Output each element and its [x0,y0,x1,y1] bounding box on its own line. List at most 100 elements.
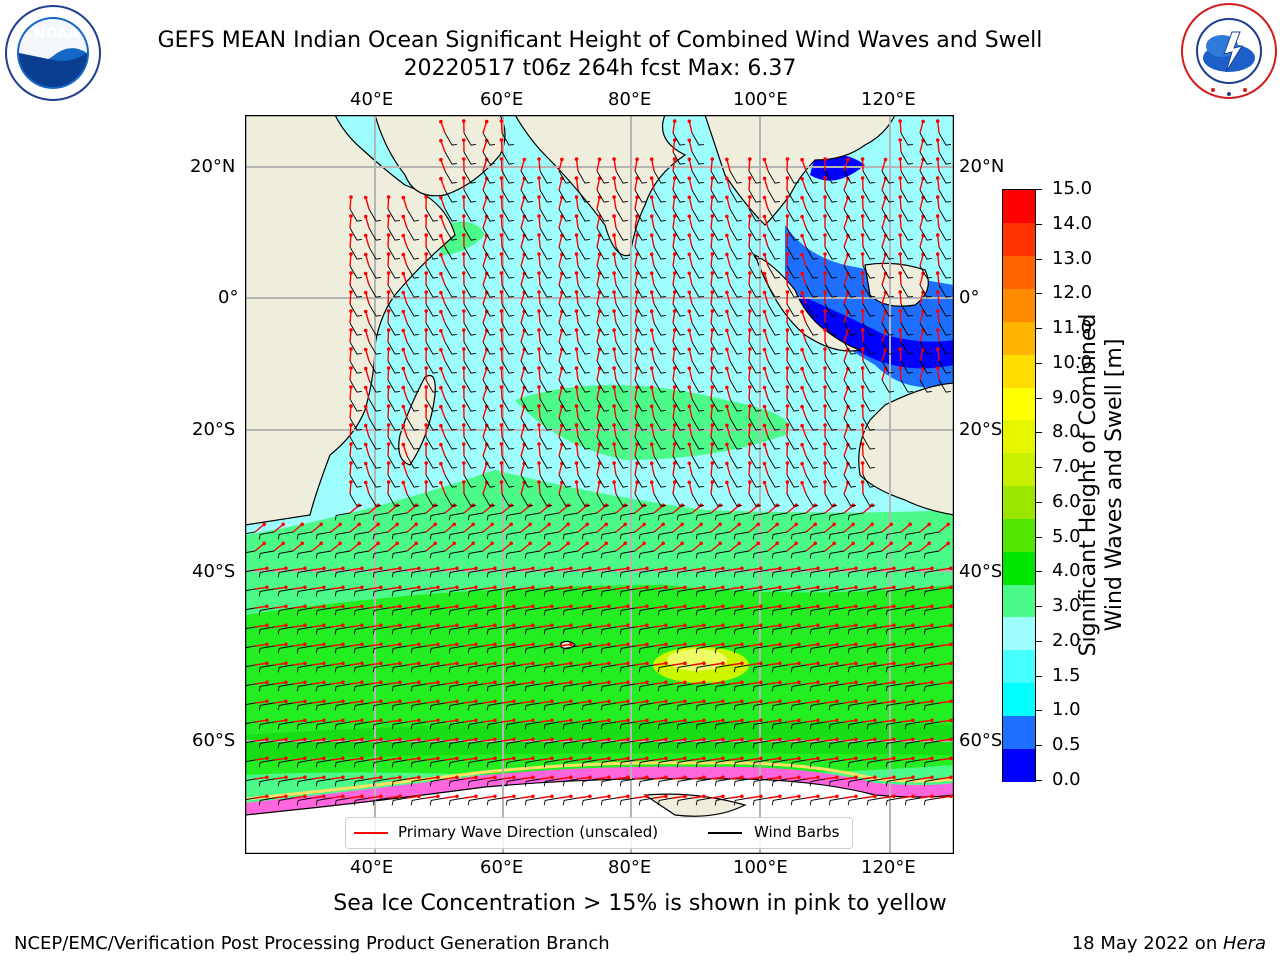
wave-direction-arrow [937,311,940,324]
wind-barb [847,797,864,806]
wind-barb [467,759,484,768]
wave-direction-arrowhead [436,756,440,761]
wave-direction-arrowhead [860,480,865,484]
wave-direction-arrow [748,567,761,571]
wind-barb [277,588,294,597]
wave-direction-arrow [596,254,601,267]
wave-direction-arrow [824,738,837,742]
wind-barb [885,588,902,597]
wind-barb [410,683,427,692]
wind-barb [539,493,552,507]
wind-barb [843,436,856,450]
wave-direction-arrow [688,444,693,457]
wind-barb [809,683,826,692]
wave-direction-arrow [919,719,932,723]
wind-barb [653,246,666,260]
wave-direction-arrowhead [398,775,402,780]
wave-direction-arrowhead [664,737,668,742]
wave-direction-arrowhead [785,328,790,332]
wave-direction-arrowhead [949,737,953,742]
wave-direction-arrowhead [588,585,592,590]
wave-direction-arrow [273,681,286,685]
lat-label-left-0: 0° [218,287,239,308]
wind-barb [672,398,685,412]
wave-direction-arrowhead [672,404,677,408]
lon-label-bottom-80e: 80°E [608,857,652,878]
wave-direction-arrow [349,462,352,476]
wave-direction-arrow [672,504,683,514]
wave-direction-arrowhead [401,404,406,409]
colorbar-tick-mark [1035,780,1042,781]
wave-direction-arrowhead [680,541,684,546]
wind-barb [543,664,560,673]
wind-barb [391,778,408,787]
wave-direction-arrow [577,776,590,780]
wave-direction-arrowhead [683,585,687,590]
wind-barb [862,284,875,298]
wave-direction-arrow [651,159,655,172]
wave-direction-arrow [292,738,305,742]
wind-barb [786,417,799,431]
wave-direction-arrow [425,681,438,685]
wave-direction-arrow [482,662,495,666]
wind-barb [349,398,362,412]
wave-direction-arrow [365,482,370,495]
wind-barb [843,360,856,374]
wave-direction-arrowhead [537,404,541,408]
wind-barb [919,170,932,184]
wind-barb [558,474,571,488]
wave-direction-arrow [254,523,265,533]
wave-direction-arrow [729,795,742,799]
wind-barb [463,265,476,279]
wave-direction-arrow [634,700,647,704]
wind-barb [767,322,780,336]
wave-direction-arrow [634,425,638,438]
wind-barb [790,569,807,578]
wind-barb [885,550,902,559]
wind-barb [482,474,495,488]
wave-direction-arrowhead [322,642,326,647]
wind-barb [486,683,503,692]
wave-direction-arrow [482,406,488,419]
wave-direction-arrow [596,349,601,362]
wind-barb [691,208,704,222]
wind-barb [277,797,294,806]
wave-direction-arrow [899,139,902,153]
wind-barb [444,322,457,336]
wave-direction-arrowhead [949,756,953,761]
wave-direction-arrow [577,624,590,628]
wave-direction-arrowhead [778,756,782,761]
wind-barb [634,474,647,488]
wave-direction-arrowhead [762,347,767,352]
wind-barb [714,683,731,692]
wave-direction-arrow [349,624,362,628]
wave-direction-arrow [311,643,324,647]
wave-direction-arrow [748,523,759,533]
wave-direction-arrowhead [898,138,902,142]
wind-barb [657,797,674,806]
wave-direction-arrowhead [778,623,782,628]
wave-direction-arrowhead [303,775,307,780]
wave-direction-arrow [596,387,601,400]
wind-barb [714,531,731,540]
wind-barb [520,474,533,488]
wave-direction-arrow [558,719,571,723]
wave-direction-arrow [482,387,488,400]
wave-direction-arrow [672,330,676,343]
wave-direction-arrow [575,387,579,400]
wave-direction-arrow [368,504,379,514]
wave-direction-arrow [311,700,324,704]
wind-barb [790,683,807,692]
wave-direction-arrowhead [265,680,269,685]
wind-barb [695,778,712,787]
wave-direction-arrowhead [574,461,579,465]
wind-barb [334,626,351,635]
wave-direction-arrowhead [265,699,269,704]
wave-direction-arrowhead [512,585,516,590]
wind-barb [524,721,541,730]
wind-barb [923,531,940,540]
wave-direction-arrowhead [499,404,504,408]
wind-barb [729,170,742,184]
wave-direction-arrowhead [785,195,790,199]
wave-direction-arrow [938,776,951,780]
